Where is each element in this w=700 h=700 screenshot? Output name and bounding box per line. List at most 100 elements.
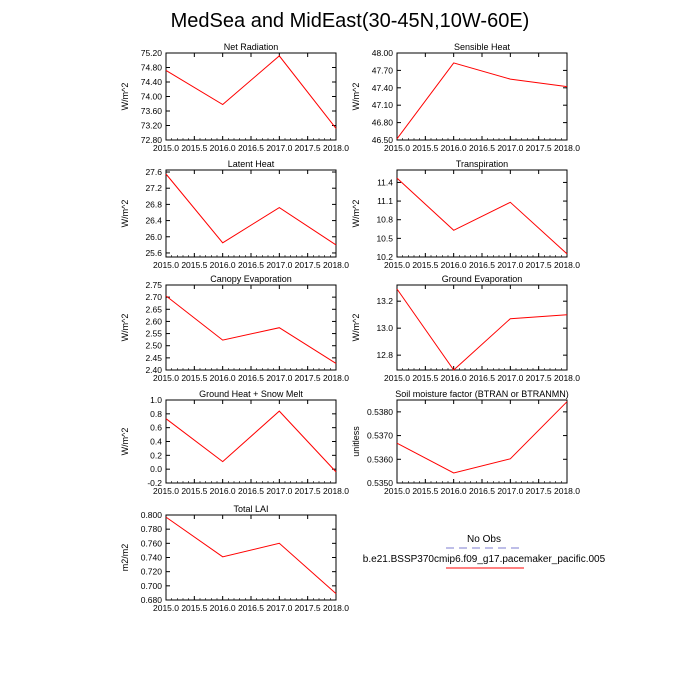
x-tick-label: 2018.0 <box>554 260 580 270</box>
chart-panel-8: Soil moisture factor (BTRAN or BTRANMN) u… <box>351 389 580 496</box>
y-tick-label: 25.6 <box>145 248 162 258</box>
x-tick-label: 2017.0 <box>266 260 292 270</box>
y-tick-label: 0.700 <box>141 581 163 591</box>
plot-frame <box>165 169 337 258</box>
x-tick-label: 2017.5 <box>526 143 552 153</box>
y-tick-label: 0.680 <box>141 595 163 605</box>
y-tick-label: 12.8 <box>376 350 393 360</box>
x-tick-label: 2016.0 <box>210 260 236 270</box>
y-tick-label: 73.20 <box>141 121 163 131</box>
y-tick-label: 13.2 <box>376 296 393 306</box>
x-tick-label: 2016.0 <box>210 373 236 383</box>
chart-legend: No Obs b.e21.BSSP370cmip6.f09_g17.pacema… <box>363 534 606 569</box>
y-tick-label: 2.55 <box>145 329 162 339</box>
y-axis-label: unitless <box>351 426 361 457</box>
y-tick-label: 46.80 <box>372 118 394 128</box>
x-tick-label: 2015.5 <box>412 373 438 383</box>
x-tick-label: 2015.5 <box>181 603 207 613</box>
series-line <box>396 62 568 140</box>
y-axis-label: W/m^2 <box>351 314 361 342</box>
plot-frame <box>396 52 568 141</box>
x-tick-label: 2016.5 <box>469 143 495 153</box>
x-tick-label: 2016.0 <box>210 486 236 496</box>
y-tick-label: 73.60 <box>141 106 163 116</box>
chart-panel-1: Net Radiation W/m^2 2015.0 2015.5 2016.0 2016… <box>120 42 349 153</box>
x-tick-label: 2016.5 <box>238 486 264 496</box>
x-tick-label: 2017.0 <box>497 143 523 153</box>
series-line <box>396 177 568 255</box>
x-tick-label: 2015.5 <box>412 260 438 270</box>
x-tick-label: 2017.0 <box>266 143 292 153</box>
x-tick-label: 2015.5 <box>412 486 438 496</box>
plot-frame <box>396 284 568 371</box>
x-tick-label: 2017.5 <box>295 486 321 496</box>
y-tick-label: 13.0 <box>376 323 393 333</box>
x-tick-label: 2017.5 <box>526 373 552 383</box>
y-tick-label: -0.2 <box>147 478 162 488</box>
series-line <box>396 288 568 371</box>
y-tick-label: 74.80 <box>141 63 163 73</box>
x-tick-label: 2015.5 <box>181 486 207 496</box>
y-tick-label: 47.40 <box>372 83 394 93</box>
legend-series-label: b.e21.BSSP370cmip6.f09_g17.pacemaker_pac… <box>363 554 606 565</box>
x-tick-label: 2016.5 <box>238 143 264 153</box>
plot-frame <box>165 399 337 484</box>
x-tick-label: 2017.5 <box>526 486 552 496</box>
series-line <box>165 295 337 364</box>
y-tick-label: 10.2 <box>376 252 393 262</box>
x-tick-label: 2018.0 <box>323 603 349 613</box>
series-line <box>396 401 568 474</box>
x-tick-label: 2018.0 <box>323 143 349 153</box>
x-tick-label: 2016.0 <box>441 486 467 496</box>
panel-title: Sensible Heat <box>454 42 511 52</box>
x-tick-label: 2017.0 <box>497 486 523 496</box>
y-tick-label: 47.70 <box>372 65 394 75</box>
y-tick-label: 2.65 <box>145 304 162 314</box>
y-tick-label: 75.20 <box>141 48 163 58</box>
panel-title: Latent Heat <box>228 159 275 169</box>
chart-panel-7: Ground Heat + Snow Melt W/m^2 2015.0 2015.5… <box>120 389 349 496</box>
x-tick-label: 2018.0 <box>323 373 349 383</box>
y-axis-label: W/m^2 <box>351 200 361 228</box>
y-tick-label: 47.10 <box>372 100 394 110</box>
y-tick-label: 0.4 <box>150 437 162 447</box>
y-tick-label: 0.5380 <box>367 407 393 417</box>
x-tick-label: 2017.5 <box>295 260 321 270</box>
panel-title: Ground Evaporation <box>442 274 523 284</box>
panel-title: Soil moisture factor (BTRAN or BTRANMN) <box>395 389 569 399</box>
y-tick-label: 0.740 <box>141 553 163 563</box>
x-tick-label: 2015.0 <box>153 143 179 153</box>
y-tick-label: 74.40 <box>141 77 163 87</box>
y-axis-label: W/m^2 <box>120 428 130 456</box>
y-tick-label: 0.760 <box>141 538 163 548</box>
y-tick-label: 0.8 <box>150 409 162 419</box>
figure-title: MedSea and MidEast(30-45N,10W-60E) <box>170 10 530 32</box>
x-tick-label: 2018.0 <box>554 373 580 383</box>
x-tick-label: 2018.0 <box>554 486 580 496</box>
x-tick-label: 2018.0 <box>323 486 349 496</box>
panel-title: Ground Heat + Snow Melt <box>199 389 303 399</box>
x-tick-label: 2015.0 <box>384 143 410 153</box>
chart-panel-3: Latent Heat W/m^2 2015.0 2015.5 2016.0 2016.5… <box>120 159 349 270</box>
y-tick-label: 0.6 <box>150 423 162 433</box>
x-tick-label: 2017.0 <box>497 260 523 270</box>
x-tick-label: 2018.0 <box>554 143 580 153</box>
x-tick-label: 2016.0 <box>441 373 467 383</box>
x-tick-label: 2015.5 <box>412 143 438 153</box>
series-line <box>165 516 337 594</box>
y-tick-label: 2.70 <box>145 292 162 302</box>
series-line <box>165 173 337 246</box>
panel-title: Total LAI <box>233 504 268 514</box>
x-tick-label: 2017.5 <box>295 143 321 153</box>
y-tick-label: 2.60 <box>145 316 162 326</box>
x-tick-label: 2017.0 <box>266 373 292 383</box>
plot-frame <box>165 514 337 601</box>
x-tick-label: 2015.5 <box>181 143 207 153</box>
panel-title: Canopy Evaporation <box>210 274 292 284</box>
x-tick-label: 2016.5 <box>469 260 495 270</box>
x-tick-label: 2017.0 <box>497 373 523 383</box>
y-tick-label: 0.780 <box>141 524 163 534</box>
